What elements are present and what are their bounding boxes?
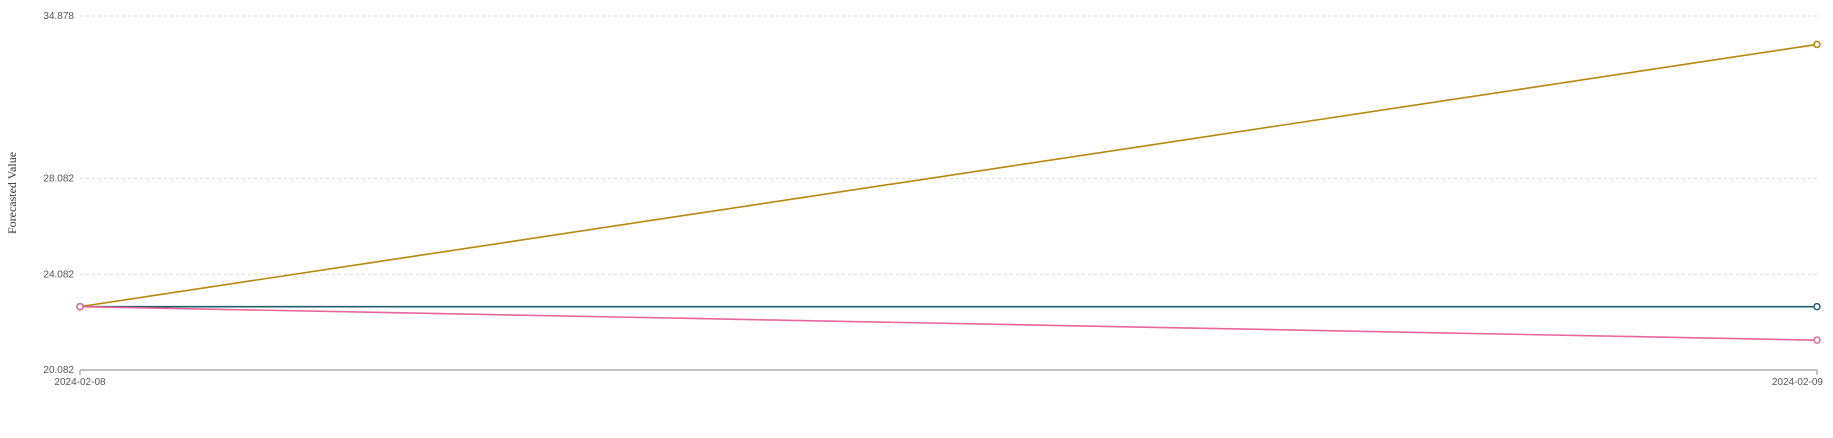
data-point: [76, 302, 84, 311]
y-tick-label: 28.082: [43, 174, 74, 185]
y-axis-title: Forecasted Value: [5, 152, 19, 234]
series-layer: [76, 40, 1821, 344]
x-tick-label: 2024-02-08: [54, 377, 106, 388]
series-line-3: [79, 305, 1818, 341]
label-layer: 20.082 24.082 28.082 34.878 2024-02-08 2024-0…: [43, 11, 1823, 388]
y-tick-label: 24.082: [43, 269, 74, 280]
series-line-1: [79, 43, 1818, 308]
y-tick-label: 34.878: [43, 11, 74, 22]
grid-layer: [80, 15, 1817, 275]
y-tick-label: 20.082: [43, 365, 74, 376]
axis-layer: [79, 369, 1818, 375]
x-tick-label: 2024-02-09: [1772, 377, 1824, 388]
data-point: [1813, 336, 1821, 344]
data-point: [1813, 40, 1821, 49]
data-point: [1813, 302, 1821, 311]
